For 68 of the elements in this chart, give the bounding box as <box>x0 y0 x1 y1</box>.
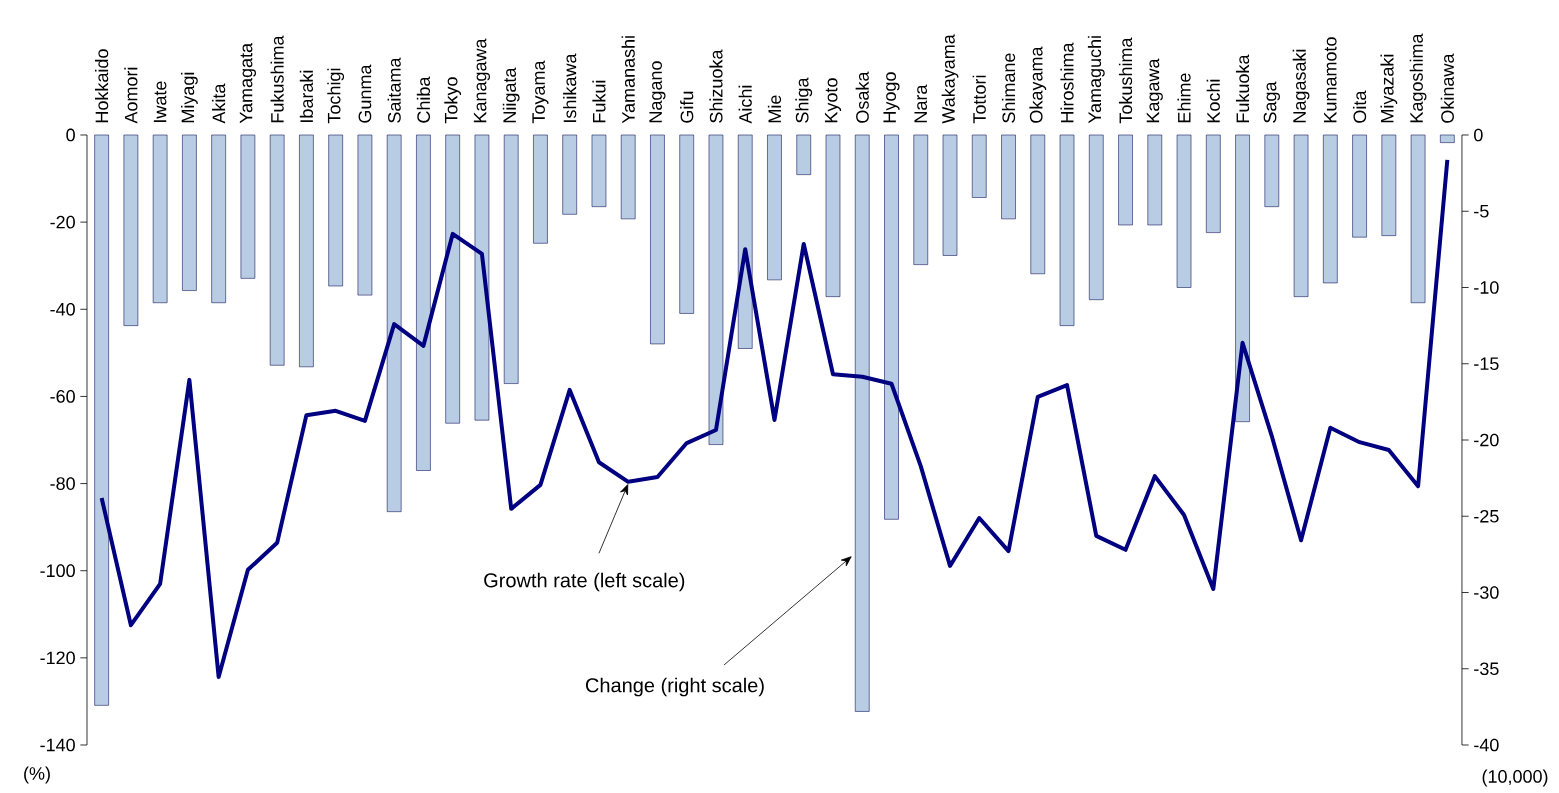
y2-axis-title: (10,000) <box>1482 769 1548 787</box>
annotation: Change (right scale) <box>585 677 764 697</box>
y2-tick-label: -25 <box>1474 509 1499 523</box>
x-tick-label: Tottori <box>972 75 986 124</box>
y-tick-label: -60 <box>50 390 75 403</box>
x-tick-label: Yamagata <box>239 42 256 124</box>
x-tick-label: Akita <box>212 83 226 124</box>
x-tick-label: Aichi <box>738 85 752 124</box>
x-tick-label: Saga <box>1263 81 1280 123</box>
y-tick-label: -100 <box>40 564 75 578</box>
x-tick-label: Hyogo <box>883 72 900 123</box>
x-tick-label: Okayama <box>1029 46 1047 123</box>
x-tick-label: Kanagawa <box>473 38 491 123</box>
x-tick-label: Gunma <box>358 64 372 123</box>
x-tick-label: Tokyo <box>444 77 462 124</box>
y2-tick-label: -15 <box>1474 357 1499 371</box>
y-tick-label: -80 <box>50 477 75 490</box>
y2-tick-label: -10 <box>1474 281 1499 294</box>
x-tick-label: Chiba <box>416 76 431 123</box>
x-tick-label: Kagoshima <box>1409 33 1427 123</box>
x-tick-label: Saitama <box>387 57 401 123</box>
x-tick-label: Aomori <box>124 67 138 124</box>
x-tick-label: Ehime <box>1177 73 1191 123</box>
x-tick-label: Osaka <box>855 71 869 123</box>
x-tick-label: Fukui <box>592 80 606 123</box>
y-tick-label: -40 <box>50 302 75 316</box>
x-tick-label: Gifu <box>680 91 694 123</box>
x-tick-label: Tochigi <box>327 68 345 124</box>
x-tick-label: Okinawa <box>1440 53 1454 123</box>
y2-tick-label: -5 <box>1474 204 1489 218</box>
x-tick-label: Niigata <box>502 67 520 123</box>
x-tick-label: Fukushima <box>270 35 284 123</box>
x-tick-label: Iwate <box>153 81 167 122</box>
x-tick-label: Kyoto <box>824 78 842 123</box>
x-tick-label: Yamaguchi <box>1087 36 1105 124</box>
x-tick-label: Oita <box>1352 90 1367 123</box>
x-tick-label: Shizuoka <box>709 49 723 123</box>
y2-tick-label: -35 <box>1474 662 1499 676</box>
x-tick-label: Fukuoka <box>1235 54 1250 123</box>
x-tick-label: Shiga <box>795 77 813 123</box>
x-tick-label: Kochi <box>1206 79 1220 123</box>
x-tick-label: Nagasaki <box>1292 49 1310 123</box>
y2-tick-label: -40 <box>1474 738 1499 752</box>
x-tick-label: Nagano <box>649 61 666 123</box>
x-tick-label: Hokkaido <box>95 49 109 123</box>
x-tick-label: Tokushima <box>1118 37 1133 124</box>
x-tick-label: Kagawa <box>1146 58 1163 123</box>
x-tick-label: Toyama <box>532 60 549 124</box>
y-tick-label: -120 <box>40 651 75 665</box>
x-tick-label: Shimane <box>1001 53 1016 123</box>
x-tick-label: Miyazaki <box>1380 54 1398 123</box>
y-tick-label: -140 <box>40 738 75 752</box>
x-tick-label: Mie <box>767 95 782 123</box>
y-tick-label: -20 <box>50 215 75 229</box>
y2-tick-label: -20 <box>1474 433 1499 447</box>
x-tick-label: Wakayama <box>941 34 959 124</box>
x-tick-label: Kumamoto <box>1324 37 1337 123</box>
x-tick-label: Nara <box>914 84 928 123</box>
y2-tick-label: 0 <box>1474 128 1483 142</box>
x-tick-label: Ishikawa <box>563 53 577 122</box>
x-tick-label: Yamanashi <box>621 36 635 124</box>
y-tick-label: 0 <box>66 128 75 142</box>
y-axis-title: (%) <box>24 766 50 784</box>
x-tick-label: Hiroshima <box>1060 42 1074 123</box>
y2-tick-label: -30 <box>1474 586 1499 599</box>
annotation: Growth rate (left scale) <box>484 572 685 592</box>
x-tick-label: Miyagi <box>181 72 198 123</box>
x-tick-label: Ibaraki <box>299 70 314 122</box>
